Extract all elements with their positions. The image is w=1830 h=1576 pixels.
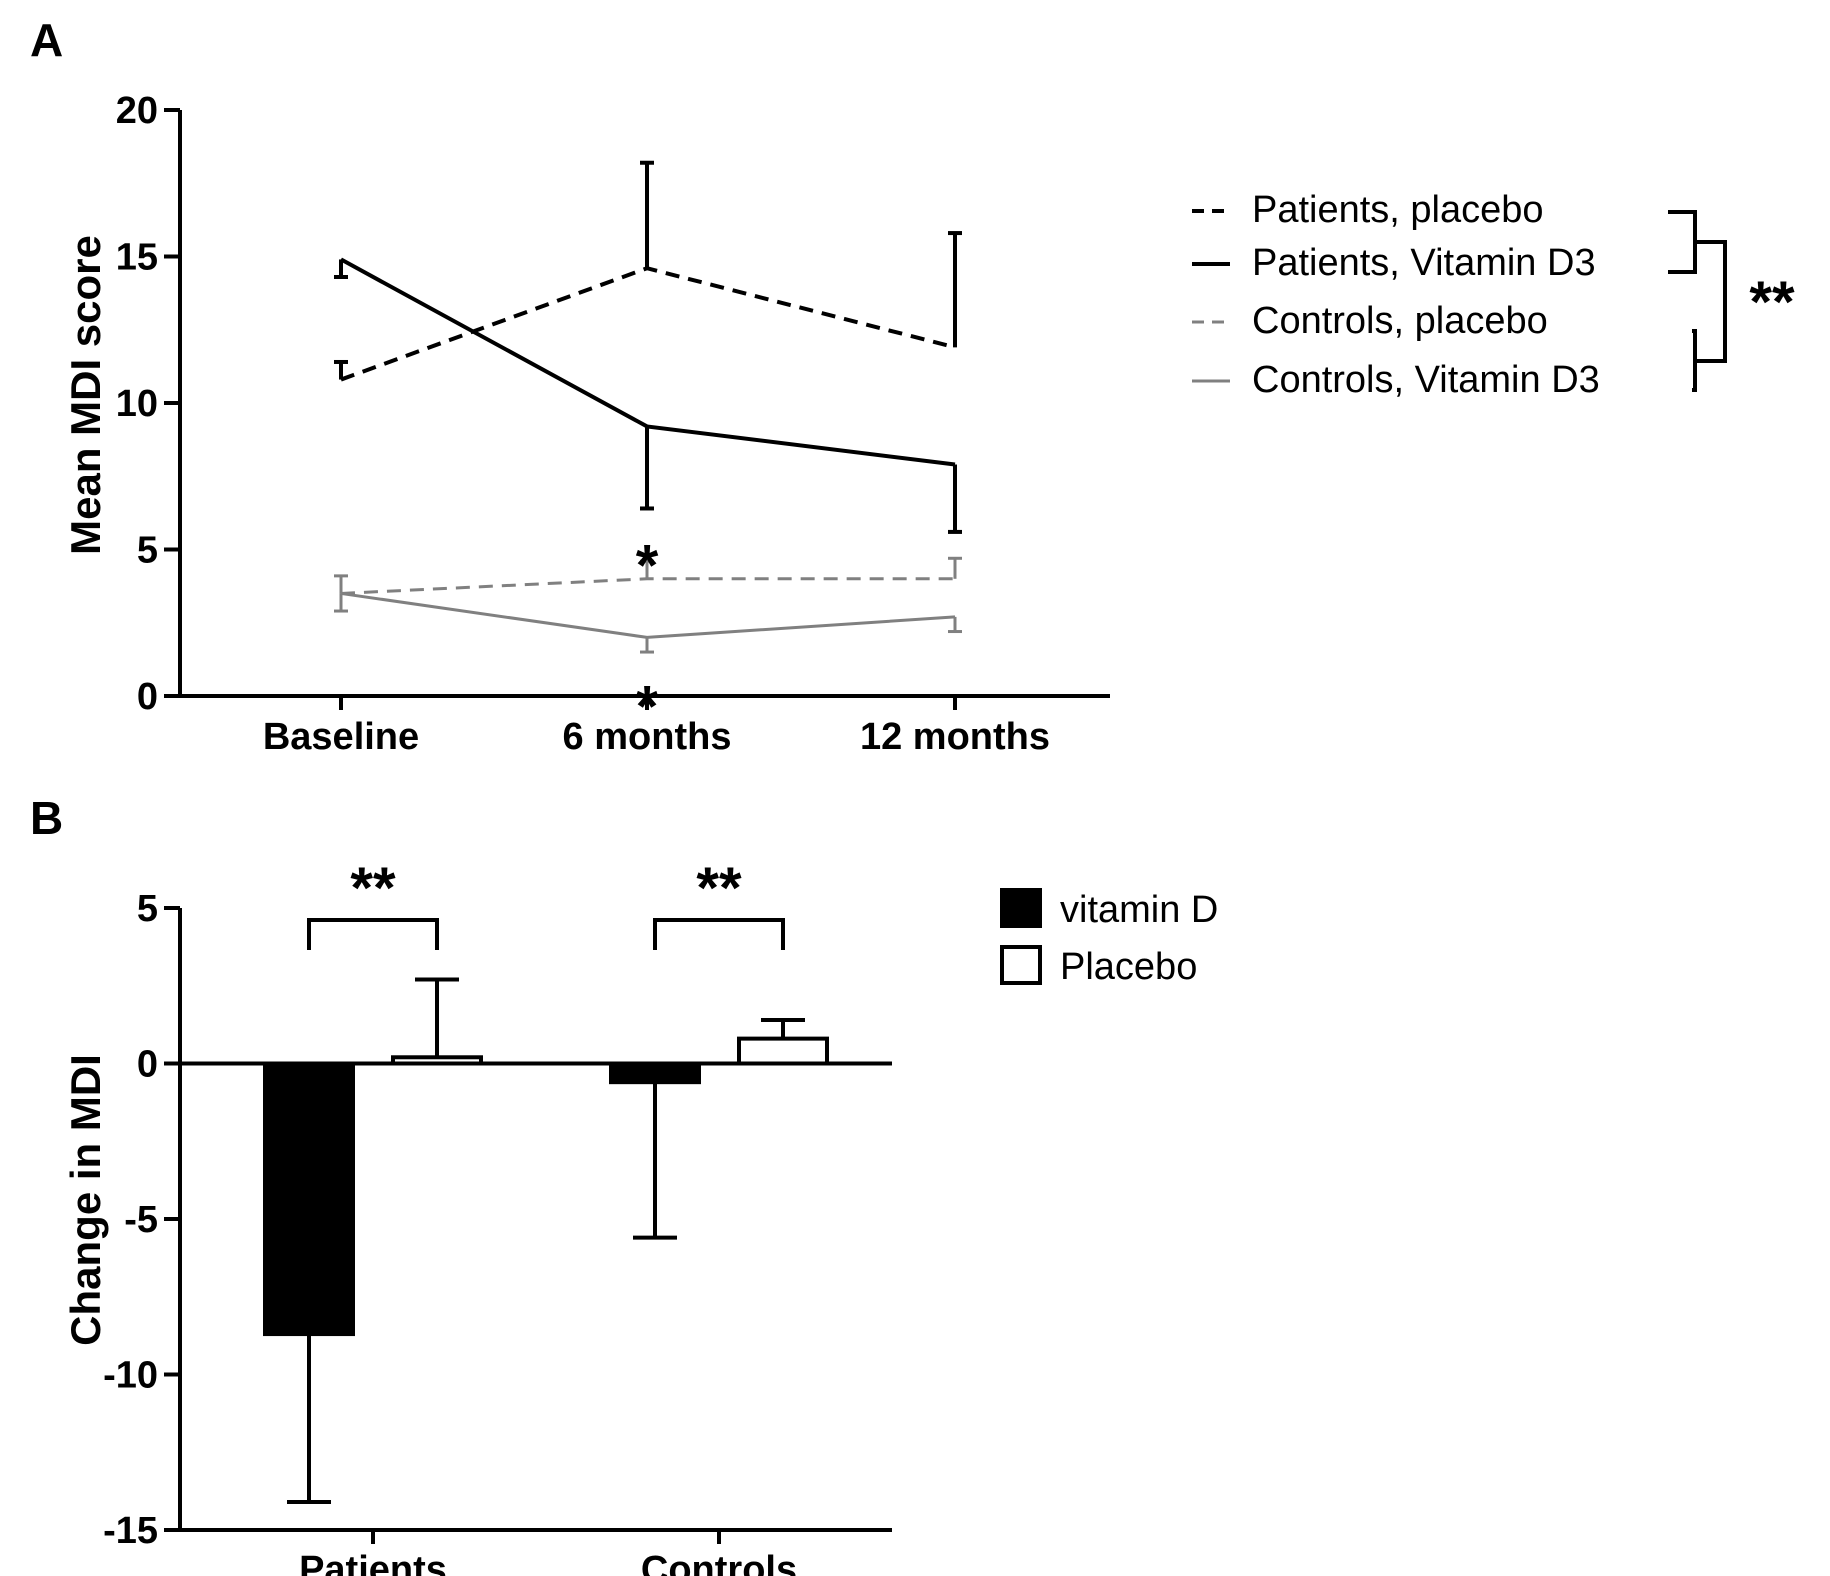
- panel-b-letter: B: [30, 792, 63, 844]
- panel-a-x-tick-label: 6 months: [563, 716, 732, 758]
- panel-b-significance-star: **: [696, 856, 742, 921]
- panel-b-y-tick-label: 0: [137, 1044, 158, 1086]
- panel-b-bar: [263, 1061, 355, 1337]
- panel-b-legend: vitamin D Placebo: [1000, 888, 1218, 988]
- panel-b-chart: 5 0 -5 -10 -15 Patients Controls ** **: [103, 856, 892, 1576]
- panel-a-legend: Patients, placebo Patients, Vitamin D3 Con…: [1192, 189, 1795, 401]
- panel-b-legend-swatch: [1000, 945, 1042, 985]
- panel-a-legend-significance: **: [1749, 270, 1795, 335]
- panel-a-y-tick-label: 5: [137, 530, 158, 572]
- panel-b-bar: [391, 1055, 483, 1066]
- panel-a-x-tick-label: Baseline: [263, 716, 419, 758]
- panel-a-series-line-3: [340, 591, 956, 639]
- panel-b-bar: [609, 1061, 701, 1085]
- panel-b-x-tick-label: Patients: [299, 1549, 447, 1576]
- panel-b-bar: [737, 1036, 829, 1066]
- panel-a-series-line-0: [340, 266, 956, 382]
- panel-a-y-tick-label: 10: [116, 383, 158, 425]
- panel-b-significance-star: **: [350, 856, 396, 921]
- panel-b-ylabel: Change in MDI: [62, 1054, 109, 1346]
- panel-b-y-tick-label: -10: [103, 1355, 158, 1397]
- panel-a-chart: 0 5 10 15 20 Baseline 6 months 12 months * *: [116, 90, 1110, 758]
- panel-a-legend-label: Patients, placebo: [1252, 189, 1544, 231]
- panel-a-y-tick-label: 20: [116, 90, 158, 132]
- panel-a-legend-label: Controls, placebo: [1252, 300, 1548, 342]
- panel-b-y-tick-label: -5: [124, 1199, 158, 1241]
- panel-b-y-tick-label: -15: [103, 1510, 158, 1552]
- panel-a-letter: A: [30, 14, 63, 66]
- panel-a-significance-star: *: [636, 674, 659, 739]
- panel-b-legend-label: vitamin D: [1060, 889, 1218, 931]
- panel-a-significance-star: *: [636, 534, 659, 599]
- panel-a-x-tick-label: 12 months: [860, 716, 1050, 758]
- panel-b-x-tick-label: Controls: [641, 1549, 797, 1576]
- panel-b-legend-swatch: [1000, 888, 1042, 928]
- panel-a-ylabel: Mean MDI score: [62, 235, 109, 555]
- panel-a-y-tick-label: 0: [137, 676, 158, 718]
- panel-a-y-tick-label: 15: [116, 237, 158, 279]
- panel-b-legend-label: Placebo: [1060, 946, 1197, 988]
- panel-a-legend-label: Patients, Vitamin D3: [1252, 242, 1596, 284]
- panel-b-y-tick-label: 5: [137, 888, 158, 930]
- panel-a-legend-label: Controls, Vitamin D3: [1252, 359, 1600, 401]
